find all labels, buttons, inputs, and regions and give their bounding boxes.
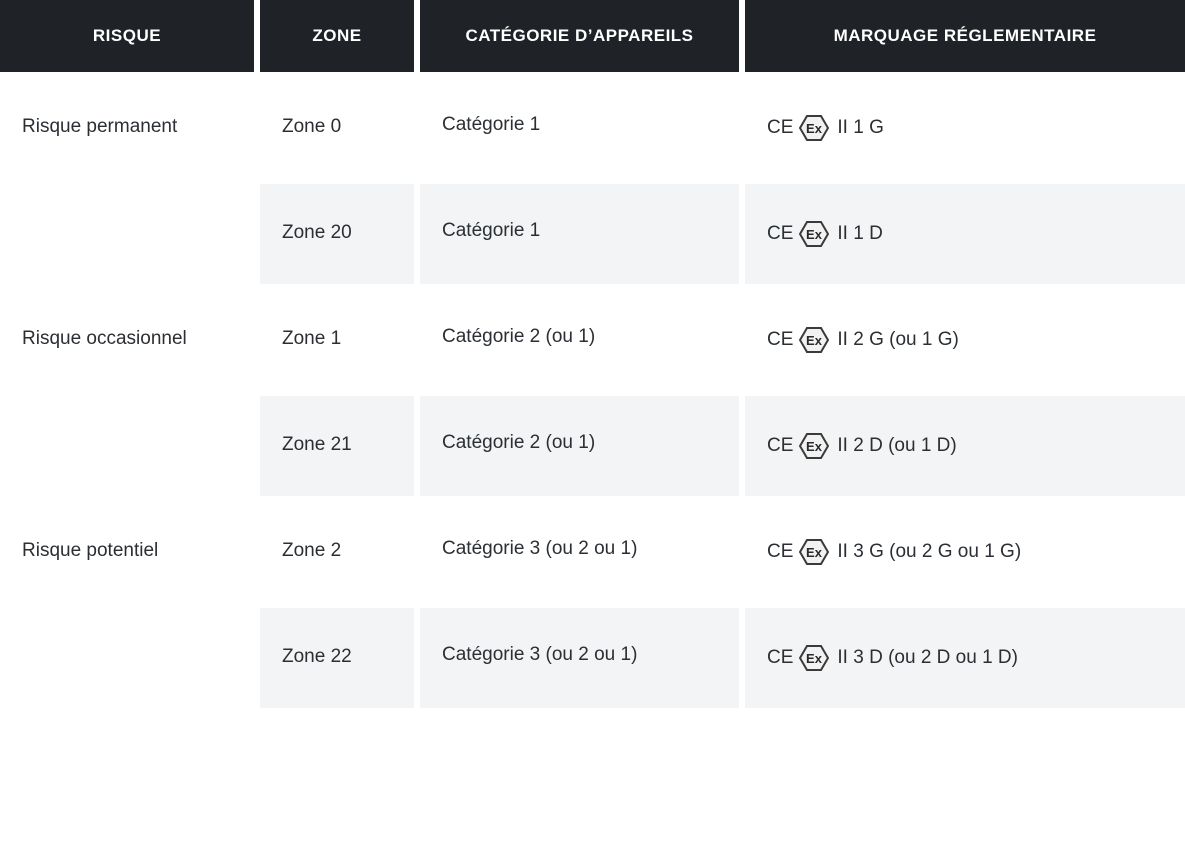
cell-marquage: CE Ex II 2 G (ou 1 G) xyxy=(745,284,1185,390)
atex-table: RISQUE ZONE CATÉGORIE D’APPAREILS MARQUA… xyxy=(0,0,1185,708)
marking-ce: CE xyxy=(767,223,793,245)
marking-ce: CE xyxy=(767,541,793,563)
svg-text:Ex: Ex xyxy=(806,545,823,560)
svg-text:Ex: Ex xyxy=(806,121,823,136)
cell-zone: Zone 20 xyxy=(260,178,420,284)
cell-marquage: CE Ex II 3 D (ou 2 D ou 1 D) xyxy=(745,602,1185,708)
cell-categorie: Catégorie 1 xyxy=(420,178,745,284)
col-header-risque: RISQUE xyxy=(0,0,260,72)
marking-code: II 2 G (ou 1 G) xyxy=(837,329,958,351)
marking-ce: CE xyxy=(767,647,793,669)
cell-marquage: CE Ex II 1 D xyxy=(745,178,1185,284)
cell-categorie: Catégorie 2 (ou 1) xyxy=(420,390,745,496)
marking-code: II 2 D (ou 1 D) xyxy=(837,435,956,457)
ex-hexagon-icon: Ex xyxy=(799,644,829,672)
marking-code: II 1 D xyxy=(837,223,882,245)
cell-risque: Risque occasionnel xyxy=(0,284,260,496)
marking-ce: CE xyxy=(767,435,793,457)
cell-risque: Risque permanent xyxy=(0,72,260,284)
ex-hexagon-icon: Ex xyxy=(799,326,829,354)
cell-marquage: CE Ex II 2 D (ou 1 D) xyxy=(745,390,1185,496)
marking-code: II 1 G xyxy=(837,117,883,139)
cell-zone: Zone 2 xyxy=(260,496,420,602)
cell-categorie: Catégorie 3 (ou 2 ou 1) xyxy=(420,602,745,708)
col-header-marquage: MARQUAGE RÉGLEMENTAIRE xyxy=(745,0,1185,72)
ex-hexagon-icon: Ex xyxy=(799,114,829,142)
svg-text:Ex: Ex xyxy=(806,227,823,242)
svg-text:Ex: Ex xyxy=(806,333,823,348)
cell-zone: Zone 0 xyxy=(260,72,420,178)
svg-text:Ex: Ex xyxy=(806,651,823,666)
cell-risque: Risque potentiel xyxy=(0,496,260,708)
marking-code: II 3 G (ou 2 G ou 1 G) xyxy=(837,541,1021,563)
svg-text:Ex: Ex xyxy=(806,439,823,454)
table-row: Risque potentiel Zone 2 Catégorie 3 (ou … xyxy=(0,496,1185,602)
cell-marquage: CE Ex II 3 G (ou 2 G ou 1 G) xyxy=(745,496,1185,602)
cell-zone: Zone 21 xyxy=(260,390,420,496)
col-header-zone: ZONE xyxy=(260,0,420,72)
ex-hexagon-icon: Ex xyxy=(799,220,829,248)
marking-ce: CE xyxy=(767,117,793,139)
cell-categorie: Catégorie 3 (ou 2 ou 1) xyxy=(420,496,745,602)
table-row: Risque permanent Zone 0 Catégorie 1 CE E… xyxy=(0,72,1185,178)
ex-hexagon-icon: Ex xyxy=(799,538,829,566)
cell-categorie: Catégorie 1 xyxy=(420,72,745,178)
cell-zone: Zone 1 xyxy=(260,284,420,390)
marking-code: II 3 D (ou 2 D ou 1 D) xyxy=(837,647,1018,669)
marking-ce: CE xyxy=(767,329,793,351)
cell-zone: Zone 22 xyxy=(260,602,420,708)
cell-marquage: CE Ex II 1 G xyxy=(745,72,1185,178)
ex-hexagon-icon: Ex xyxy=(799,432,829,460)
col-header-categorie: CATÉGORIE D’APPAREILS xyxy=(420,0,745,72)
table-row: Risque occasionnel Zone 1 Catégorie 2 (o… xyxy=(0,284,1185,390)
cell-categorie: Catégorie 2 (ou 1) xyxy=(420,284,745,390)
table-header-row: RISQUE ZONE CATÉGORIE D’APPAREILS MARQUA… xyxy=(0,0,1185,72)
